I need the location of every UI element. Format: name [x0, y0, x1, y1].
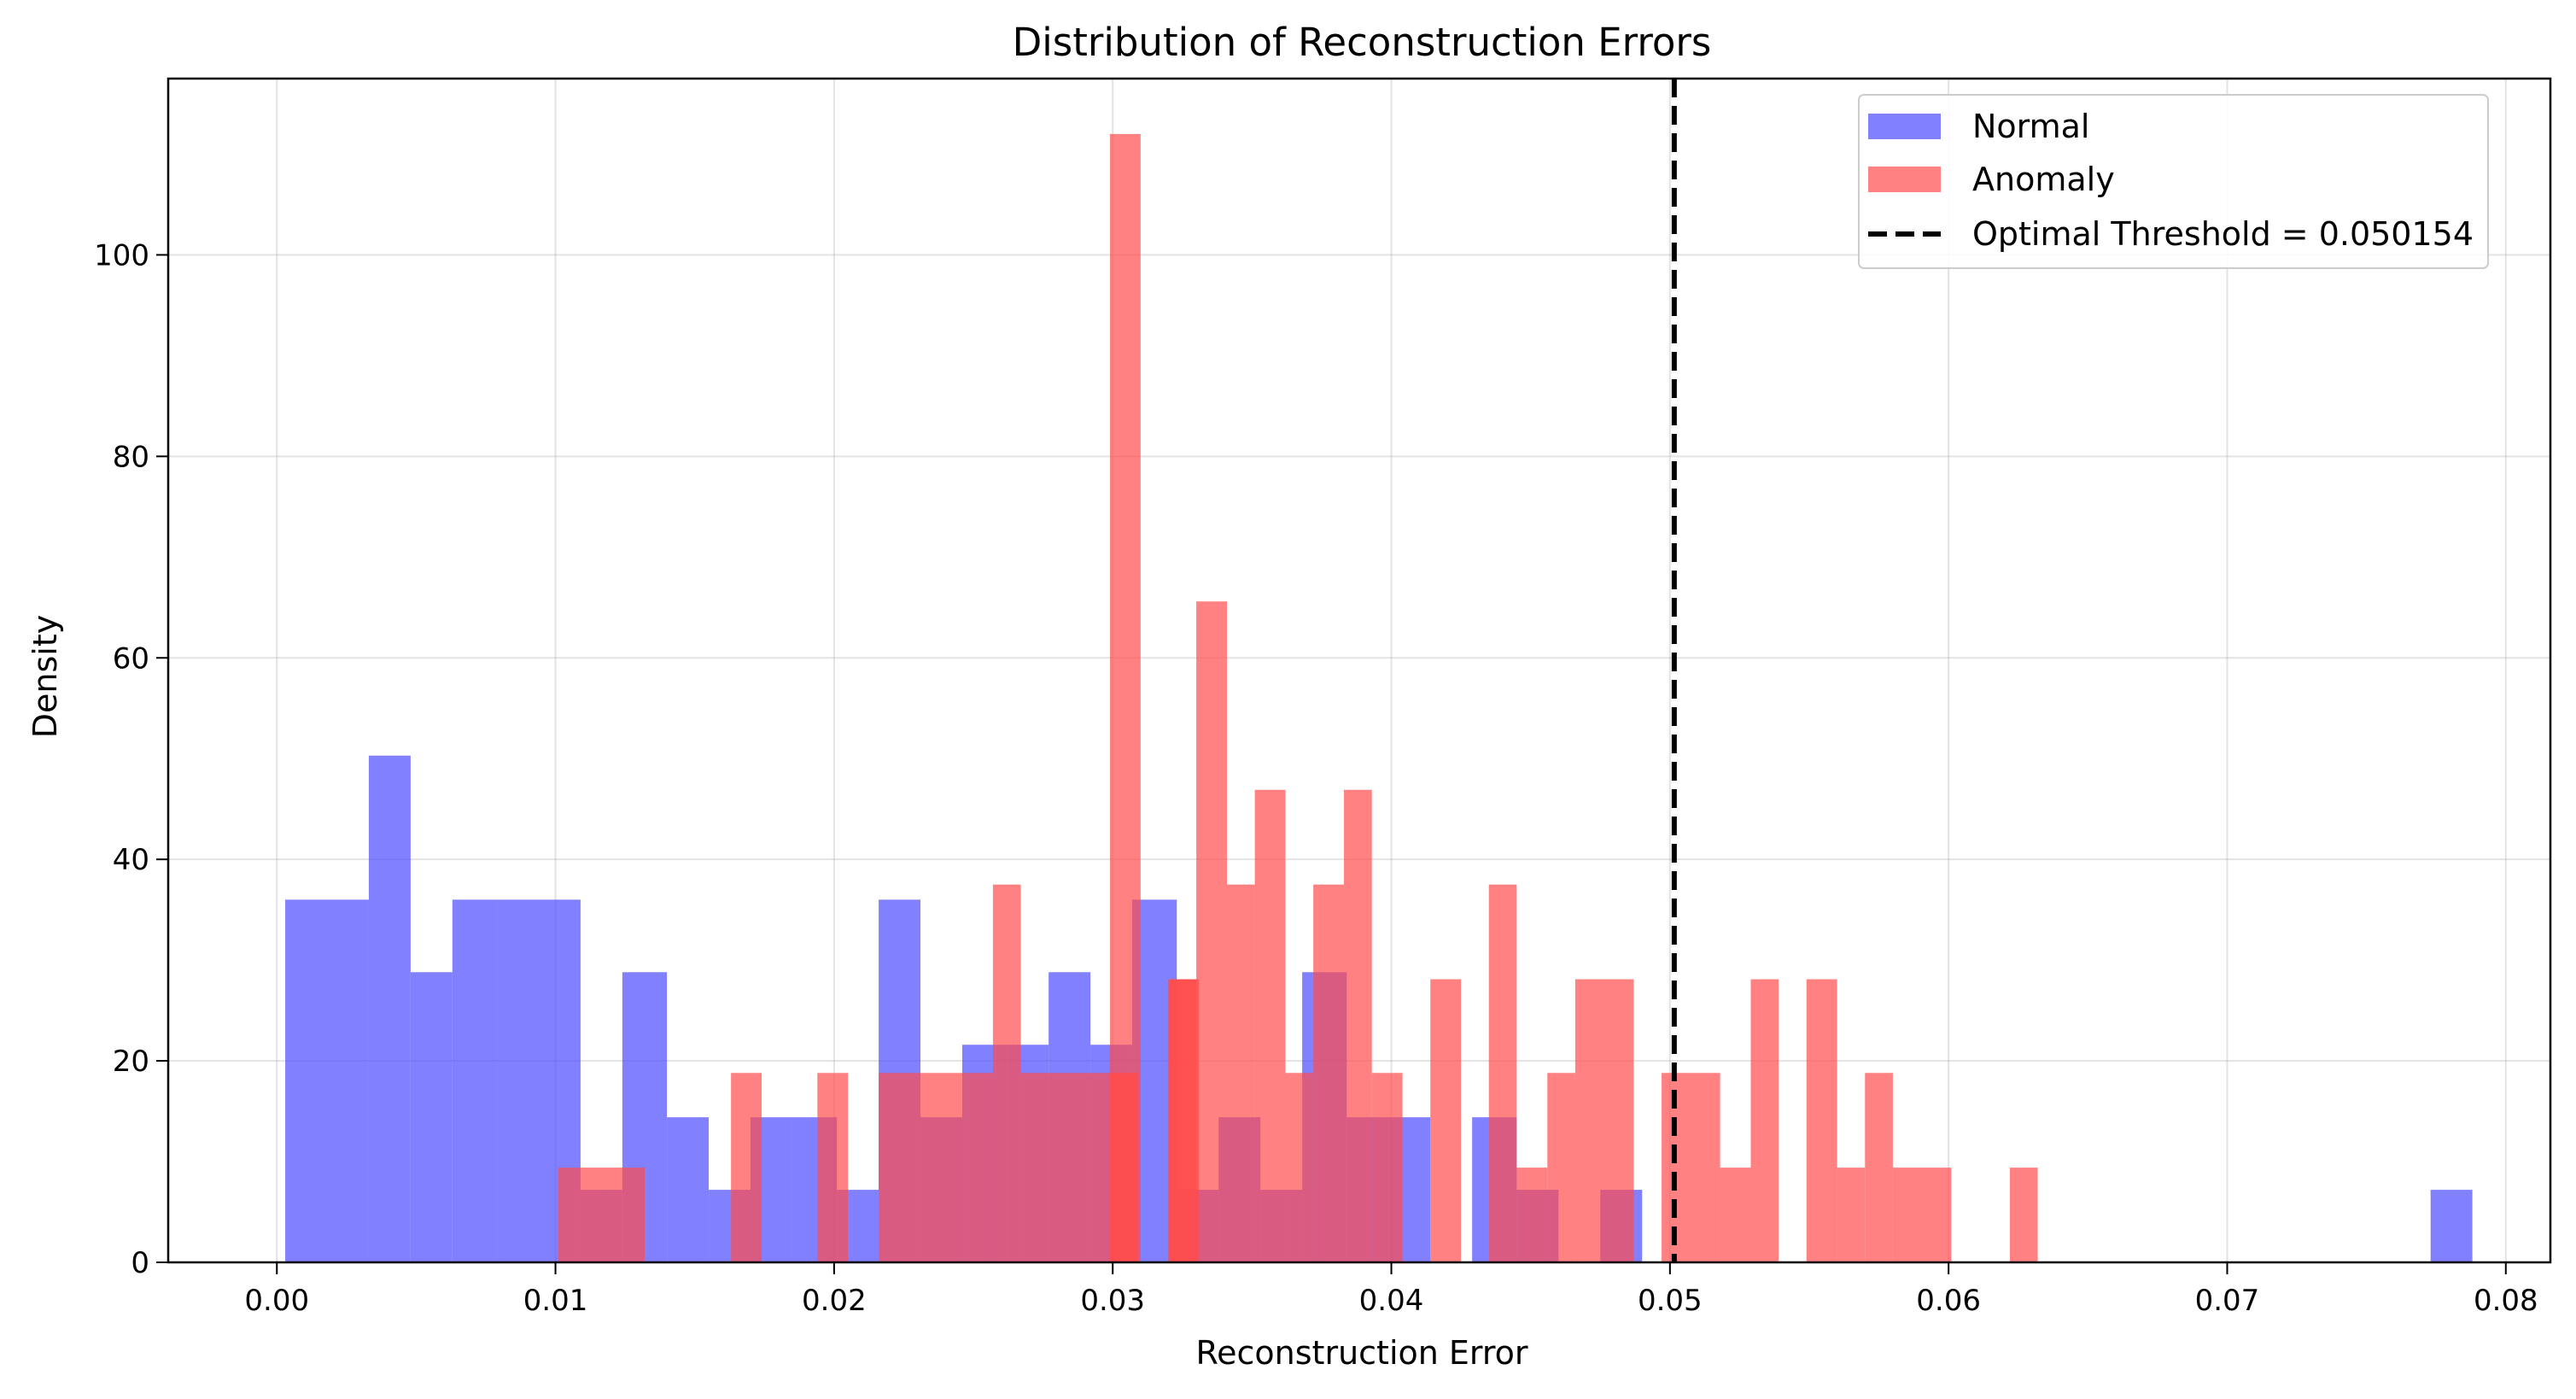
series-anomaly	[558, 133, 2038, 1263]
histogram-bar-normal	[410, 972, 453, 1262]
histogram-bar-anomaly	[1662, 1073, 1720, 1262]
plot-frame	[166, 77, 2552, 1264]
histogram-bar-anomaly	[1892, 1168, 1952, 1262]
y-axis-label: Density	[26, 615, 64, 738]
histogram-bar-anomaly	[817, 1073, 849, 1262]
x-tick-label: 0.01	[523, 1284, 588, 1318]
histogram-bar-anomaly	[1516, 1168, 1548, 1262]
histogram-bar-anomaly	[558, 1168, 604, 1262]
legend-swatch-anomaly	[1868, 167, 1941, 192]
legend-label-normal: Normal	[1972, 108, 2090, 145]
histogram-bar-anomaly	[1371, 1073, 1403, 1262]
histogram-bar-anomaly	[1020, 1073, 1080, 1262]
histogram-bar-anomaly	[1344, 789, 1372, 1262]
legend-label-threshold: Optimal Threshold = 0.050154	[1972, 215, 2474, 253]
histogram-bar-anomaly	[1720, 1168, 1751, 1262]
legend-label-anomaly: Anomaly	[1972, 161, 2115, 198]
chart-title: Distribution of Reconstruction Errors	[1013, 20, 1712, 65]
x-tick-label: 0.05	[1638, 1284, 1703, 1318]
histogram-bar-anomaly	[1109, 133, 1141, 1263]
legend-swatch-normal	[1868, 114, 1941, 139]
histogram-bar-anomaly	[1574, 979, 1634, 1262]
x-tick-label: 0.03	[1080, 1284, 1145, 1318]
x-axis-label: Reconstruction Error	[1195, 1334, 1527, 1372]
histogram-bar-anomaly	[731, 1073, 762, 1262]
histogram-bar-anomaly	[1488, 884, 1517, 1262]
y-tick-label: 20	[113, 1045, 149, 1079]
x-tick-label: 0.07	[2195, 1284, 2260, 1318]
histogram-bar-normal	[327, 899, 369, 1262]
x-tick-label: 0.02	[802, 1284, 867, 1318]
y-tick-label: 40	[113, 843, 149, 877]
x-tick-label: 0.04	[1359, 1284, 1424, 1318]
y-tick-label: 60	[113, 641, 149, 676]
histogram-bar-anomaly	[1750, 979, 1779, 1262]
histogram-bar-anomaly	[1865, 1073, 1893, 1262]
y-tick-label: 80	[113, 440, 149, 474]
histogram-bar-anomaly	[965, 1073, 993, 1262]
x-tick-label: 0.00	[244, 1284, 309, 1318]
histogram-bar-anomaly	[1837, 1168, 1866, 1262]
axis-ticks: 0.00 0.01 0.02 0.03 0.04 0.05 0.06 0.07 0.08 0 20 4…	[94, 238, 2538, 1318]
x-tick-label: 0.06	[1916, 1284, 1981, 1318]
histogram-bar-normal	[368, 755, 411, 1262]
y-tick-label: 0	[131, 1246, 149, 1280]
x-tick-label: 0.08	[2474, 1284, 2538, 1318]
histogram-bar-anomaly	[1313, 884, 1345, 1262]
histogram-bar-anomaly	[2009, 1168, 2038, 1262]
legend-box	[1858, 94, 2489, 269]
histogram-bar-anomaly	[1430, 979, 1462, 1262]
histogram-bar-anomaly	[1168, 979, 1197, 1262]
histogram-bar-normal	[2430, 1190, 2473, 1262]
histogram-bar-anomaly	[992, 884, 1021, 1262]
histogram-bar-normal	[452, 899, 498, 1262]
histogram-bar-anomaly	[1254, 789, 1286, 1262]
histogram-bar-anomaly	[1806, 979, 1837, 1262]
legend: Normal Anomaly Optimal Threshold = 0.050…	[1858, 94, 2489, 269]
histogram-bar-anomaly	[1196, 601, 1227, 1262]
histogram-bar-anomaly	[879, 1073, 966, 1262]
histogram-bar-normal	[667, 1117, 710, 1262]
y-tick-label: 100	[94, 238, 149, 272]
histogram-bar-anomaly	[1285, 1073, 1314, 1262]
histogram-bar-anomaly	[1227, 884, 1255, 1262]
histogram-bar-normal	[285, 899, 327, 1262]
histogram-bar-anomaly	[1547, 1073, 1575, 1262]
histogram-bars	[285, 133, 2473, 1263]
histogram-bar-anomaly	[603, 1168, 645, 1262]
histogram-bar-normal	[497, 899, 539, 1262]
